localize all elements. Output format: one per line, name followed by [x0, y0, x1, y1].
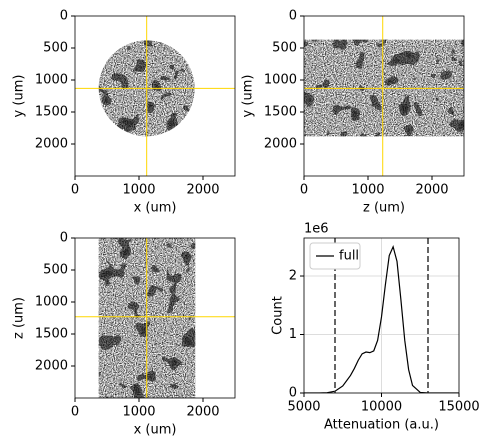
y-tick-label: 0 [289, 9, 297, 24]
y-tick-label: 500 [43, 263, 68, 278]
panel: 0 1000 2000 0 500 1000 1500 2000 z (um) y (um) [241, 9, 465, 216]
x-tick-label: 2000 [186, 405, 219, 420]
line [304, 244, 459, 393]
y-axis-label: y (um) [241, 75, 256, 118]
x-tick-label: 0 [300, 183, 308, 198]
y-tick-label: 1500 [35, 105, 68, 120]
y-tick-label: 2 [289, 269, 297, 284]
x-tick-label: 2000 [186, 183, 219, 198]
x-tick-label: 5000 [287, 400, 320, 415]
y-tick-label: 1000 [35, 73, 68, 88]
y-tick-label: 0 [289, 386, 297, 401]
panel: 0 1000 2000 0 500 1000 1500 2000 x (um) z (um) [12, 231, 236, 438]
y-tick-label: 500 [43, 41, 68, 56]
offset-text: 1e6 [304, 222, 329, 237]
y-tick-label: 2000 [35, 359, 68, 374]
x-tick-label: 2000 [415, 183, 448, 198]
axes-frame [303, 15, 465, 177]
y-tick-label: 2000 [264, 137, 297, 152]
legend-box [309, 242, 361, 270]
axes-frame [74, 15, 236, 177]
y-axis-label: z (um) [12, 297, 27, 339]
y-tick-label: 1000 [264, 73, 297, 88]
x-tick-label: 1000 [122, 183, 155, 198]
x-tick-label: 0 [71, 183, 79, 198]
panel: full 1e6 5000 10000 15000 0 1 2 Attenuation (a.u… [271, 222, 480, 433]
x-tick-label: 1000 [122, 405, 155, 420]
axes-frame [74, 237, 236, 399]
x-tick-label: 10000 [361, 400, 402, 415]
y-tick-label: 0 [60, 231, 68, 246]
plot-area [304, 244, 459, 393]
y-tick-label: 1500 [35, 327, 68, 342]
y-axis-label: Count [271, 296, 286, 335]
y-tick-label: 1 [289, 327, 297, 342]
y-tick-label: 2000 [35, 137, 68, 152]
legend-label: full [339, 249, 359, 264]
y-tick-label: 500 [272, 41, 297, 56]
x-tick-label: 0 [71, 405, 79, 420]
x-tick-label: 15000 [438, 400, 479, 415]
y-tick-label: 1000 [35, 295, 68, 310]
panel: 0 1000 2000 0 500 1000 1500 2000 x (um) y (um) [12, 9, 236, 216]
x-axis-label: x (um) [134, 201, 177, 216]
x-axis-label: Attenuation (a.u.) [324, 418, 439, 433]
y-tick-label: 1500 [264, 105, 297, 120]
y-axis-label: y (um) [12, 75, 27, 118]
x-axis-label: z (um) [363, 201, 405, 216]
x-axis-label: x (um) [134, 423, 177, 438]
x-tick-label: 1000 [351, 183, 384, 198]
y-tick-label: 0 [60, 9, 68, 24]
